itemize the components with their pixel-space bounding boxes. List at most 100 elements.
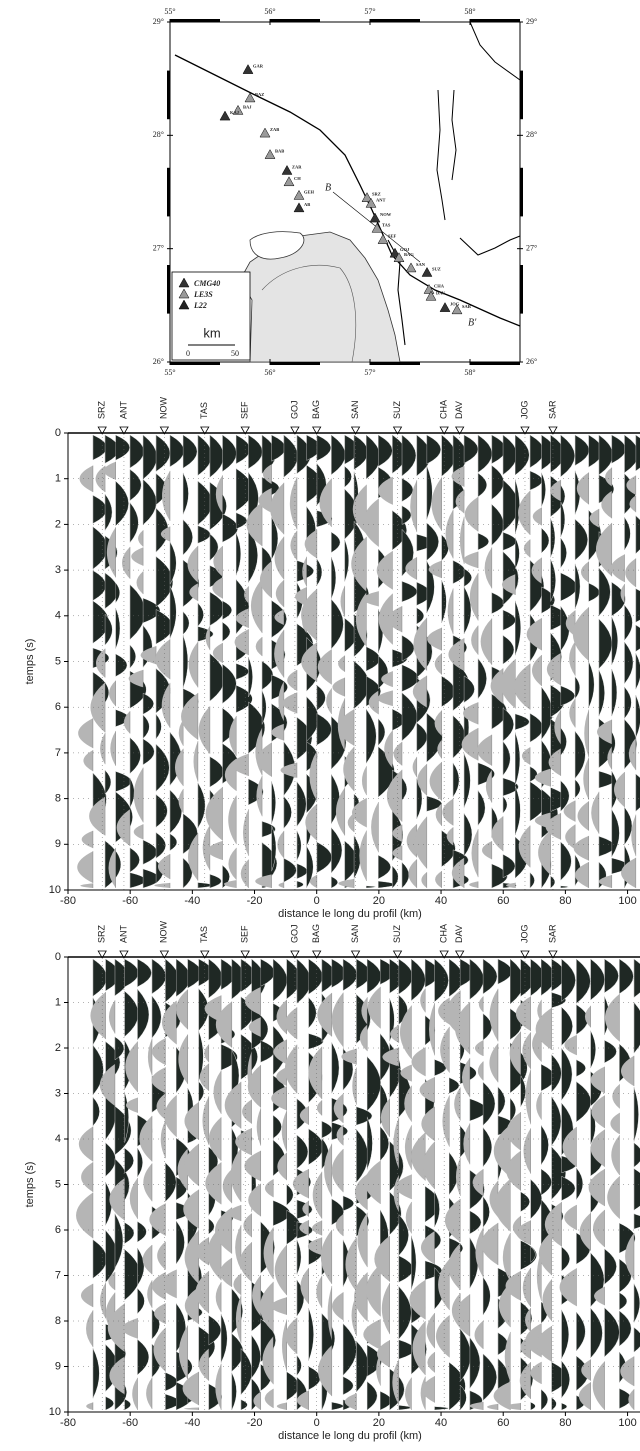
waveform-lobe [335,1214,344,1237]
waveform-lobe [309,874,317,888]
frame-bar [470,19,520,22]
waveform-lobe [447,588,454,635]
waveform-lobe [283,434,299,478]
station-marker [350,950,361,959]
station-marker [455,426,465,435]
waveform-lobe [427,1352,435,1373]
station-marker [97,426,107,435]
waveform-lobe [236,512,248,530]
station-marker [119,950,129,959]
y-tick-label: 1 [55,473,61,485]
waveform-lobe [502,740,511,776]
waveform-lobe [307,1237,322,1256]
waveform-lobe [635,624,640,652]
waveform-lobe [531,654,542,686]
waveform-lobe [584,1005,591,1028]
station-marker [455,950,465,959]
waveform-lobe [620,583,625,604]
waveform-lobe [376,1353,381,1386]
waveform-lobe [502,854,516,879]
frame-bar [167,265,170,314]
waveform-lobe [248,656,253,698]
waveform-lobe [401,635,415,662]
y-tick-label: 9 [55,1360,61,1372]
waveform-lobe [633,1213,640,1230]
waveform-lobe [624,686,632,719]
waveform-lobe [502,609,516,631]
station-label: SAN [350,400,360,419]
legend-label: L22 [193,301,207,310]
waveform-lobe [333,1093,344,1124]
waveform-lobe [178,788,184,814]
waveform-lobe [610,1112,620,1135]
waveform-lobe [142,434,158,480]
waveform-lobe [256,1108,261,1146]
waveform-lobe [305,804,317,841]
waveform-lobe [129,502,139,544]
waveform-lobe [161,682,171,728]
waveform-lobe [187,833,198,881]
x-tick-label: 100 [618,1417,636,1429]
waveform-lobe [545,813,561,840]
waveform-lobe [364,1160,381,1204]
waveform-lobe [624,604,633,641]
waveform-lobe [536,1251,542,1302]
waveform-lobe [482,1127,493,1168]
waveform-lobe [598,669,605,717]
waveform-lobe [405,1377,412,1410]
waveform-lobe [619,1310,632,1347]
waveform-lobe [515,600,521,656]
waveform-lobe [316,841,333,874]
waveform-lobe [343,746,355,792]
waveform-lobe [149,1203,166,1236]
waveform-lobe [108,847,116,888]
waveform-lobe [452,715,466,759]
waveform-lobe [155,434,171,472]
waveform-lobe [286,1184,294,1206]
waveform-lobe [108,1000,115,1034]
waveform-lobe [569,641,576,676]
waveform-lobe [169,434,185,468]
waveform-lobe [412,675,427,708]
station-marker [159,950,170,959]
waveform-lobe [502,796,508,814]
waveform-lobe [515,537,520,570]
waveform-lobe [481,841,492,860]
waveform-lobe [133,824,144,840]
waveform-lobe [581,1359,591,1381]
station-marker [290,950,300,959]
waveform-lobe [255,637,263,657]
waveform-lobe [338,878,355,888]
frame-bar [370,19,420,22]
waveform-lobe [296,863,308,879]
waveform-lobe [451,857,465,888]
waveform-lobe [574,862,589,888]
waveform-lobe [404,1125,412,1170]
waveform-lobe [431,477,442,531]
station-marker [312,426,322,435]
waveform-lobe [376,551,393,590]
waveform-lobe [460,1328,472,1383]
waveform-lobe [413,617,427,671]
waveform-lobe [222,434,237,472]
waveform-lobe [257,742,272,777]
waveform-lobe [202,1096,209,1145]
waveform-lobe [233,1273,242,1296]
y-tick-label: 2 [55,1042,61,1054]
waveform-lobe [404,1085,412,1122]
waveform-lobe [165,1162,177,1203]
waveform-lobe [515,732,521,786]
waveform-lobe [588,661,595,708]
waveform-lobe [635,515,640,554]
waveform-lobe [463,702,479,725]
x-tick-label: -40 [184,1417,200,1429]
waveform-lobe [182,434,198,469]
waveform-lobe [208,1315,222,1346]
waveform-lobe [276,1067,287,1086]
waveform-lobe [633,1087,639,1142]
y-tick-label: 5 [55,655,61,667]
waveform-lobe [124,1398,131,1411]
waveform-lobe [281,1319,287,1372]
station-label: CHA [439,400,449,419]
waveform-lobe [477,1061,484,1081]
